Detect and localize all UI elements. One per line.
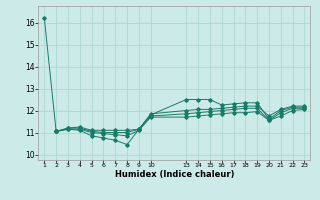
X-axis label: Humidex (Indice chaleur): Humidex (Indice chaleur) xyxy=(115,170,234,179)
